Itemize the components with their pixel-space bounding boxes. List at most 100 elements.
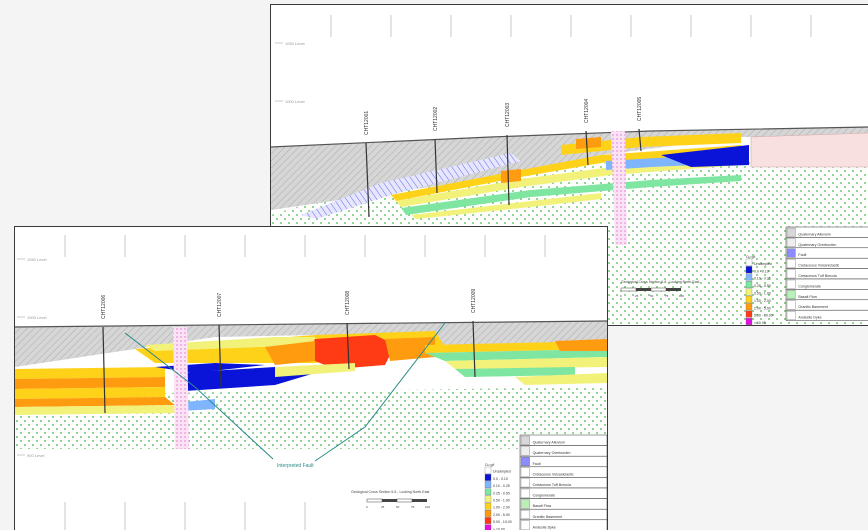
scale-tick: 25 bbox=[635, 294, 639, 298]
drillhole-label: CHT12003 bbox=[505, 103, 511, 127]
geology-legend-label: Basalt Flow bbox=[533, 504, 552, 508]
grade-legend-label: 5.00 - 10.00 bbox=[493, 520, 512, 524]
drillhole-label: CHT12005 bbox=[637, 97, 643, 121]
andesite-dyke bbox=[611, 131, 627, 245]
grade-blocks bbox=[391, 133, 749, 219]
grade-legend-label: 5.00 - 10.00 bbox=[754, 314, 773, 318]
scale-bar-title: Geological Cross Section 6-6 - Looking N… bbox=[621, 280, 699, 284]
geology-legend-swatch bbox=[520, 499, 530, 509]
grade-legend-swatch bbox=[484, 517, 492, 524]
scale-bar-title: Geological Cross Section 5-5 - Looking N… bbox=[351, 490, 429, 494]
grade-legend-swatch bbox=[484, 481, 492, 488]
geology-legend-label: Cretaceous Volcaniclastic bbox=[798, 264, 839, 268]
geology-legend-label: Cretaceous Tuff Breccia bbox=[798, 274, 836, 278]
geology-legend-swatch bbox=[786, 269, 796, 279]
geology-legend-label: Quaternary Alluvium bbox=[798, 232, 830, 236]
geology-legend-swatch bbox=[520, 457, 530, 466]
scale-tick: 75 bbox=[411, 505, 415, 509]
scale-bar: Geological Cross Section 5-5 - Looking N… bbox=[351, 490, 430, 509]
scale-tick: 50 bbox=[396, 505, 400, 509]
andesite-dyke bbox=[173, 327, 189, 449]
topographic-surface bbox=[15, 320, 607, 328]
grade-legend-label: 0.10 - 0.25 bbox=[754, 277, 771, 281]
granitic-block bbox=[750, 132, 868, 168]
grade-legend-label: 0.0 - 0.10 bbox=[754, 269, 769, 273]
geology-legend-swatch bbox=[786, 227, 796, 237]
drillhole-label: CHT12002 bbox=[433, 107, 439, 131]
drillhole-label: CHT12001 bbox=[364, 111, 370, 135]
grade-legend-swatch bbox=[484, 510, 492, 517]
geology-legend-swatch bbox=[786, 279, 796, 289]
overburden-unit bbox=[15, 321, 607, 367]
grade-legend-swatch bbox=[745, 295, 753, 303]
geology-legend-label: Andesite Dyke bbox=[533, 525, 556, 529]
grade-legend-label: 0.0 - 0.10 bbox=[493, 477, 508, 481]
drillhole-label: CHT12008 bbox=[345, 291, 351, 315]
topographic-surface bbox=[271, 126, 868, 148]
grade-legend-label: 0.50 - 1.00 bbox=[493, 499, 510, 503]
grade-legend-swatch bbox=[484, 466, 492, 474]
scale-tick: 75 bbox=[665, 294, 669, 298]
geology-legend-swatch bbox=[786, 290, 796, 299]
geology-legend-label: Quaternary Overburden bbox=[533, 451, 571, 455]
geology-legend-swatch bbox=[786, 311, 796, 320]
elevation-label: 1000 Level bbox=[27, 315, 47, 320]
geology-legend-label: Granitic Basement bbox=[798, 305, 828, 309]
grade-legend-swatch bbox=[745, 273, 753, 281]
grade-legend-label: 1.00 - 2.00 bbox=[754, 299, 771, 303]
geology-legend-label: Cretaceous Tuff Breccia bbox=[533, 483, 571, 487]
section-grid bbox=[17, 235, 546, 530]
drillhole-label: CHT12006 bbox=[101, 295, 107, 319]
grade-legend-swatch bbox=[484, 524, 492, 530]
geology-legend: Quaternary Alluvium Quaternary Overburden… bbox=[785, 226, 868, 321]
grade-legend-swatch bbox=[484, 502, 492, 510]
geology-legend-swatch bbox=[520, 478, 530, 488]
cross-section-5-panel: 1050 Level 1000 Level 950 Level 900 Leve… bbox=[14, 226, 608, 530]
grade-legend-label: 0.25 - 0.50 bbox=[754, 284, 771, 288]
grade-legend-label: Unsampled bbox=[754, 262, 772, 266]
grade-legend-label: > 10.00 bbox=[754, 321, 766, 325]
geology-legend-row bbox=[785, 309, 868, 321]
grade-legend-label: 0.10 - 0.25 bbox=[493, 484, 510, 488]
grade-legend-label: 2.00 - 5.00 bbox=[754, 306, 771, 310]
grade-legend-swatch bbox=[484, 495, 492, 503]
geology-legend-swatch bbox=[520, 520, 530, 530]
scale-tick: 100 bbox=[679, 294, 684, 298]
grade-legend-label: Unsampled bbox=[493, 470, 511, 474]
scale-tick: 25 bbox=[381, 505, 385, 509]
grade-legend-label: 1.00 - 2.00 bbox=[493, 506, 510, 510]
grade-legend-label: 0.50 - 1.00 bbox=[754, 292, 771, 296]
grade-legend: Cu g/t Unsampled 0.0 - 0.10 0.10 - 0.25 0.25… bbox=[745, 255, 773, 325]
grade-legend-title: Cu g/t bbox=[485, 463, 494, 467]
geology-legend-label: Fault bbox=[798, 253, 806, 257]
grade-legend-swatch bbox=[745, 258, 753, 266]
grade-legend-swatch bbox=[484, 474, 492, 481]
geology-legend-swatch bbox=[520, 510, 530, 519]
grade-legend-swatch bbox=[745, 318, 753, 325]
geology-legend-label: Fault bbox=[533, 462, 541, 466]
geology-legend-label: Basalt Flow bbox=[798, 295, 817, 299]
grade-legend-swatch bbox=[745, 310, 753, 318]
grade-legend-title: Cu g/t bbox=[746, 255, 755, 259]
geology-legend-label: Conglomerate bbox=[533, 494, 556, 498]
drillhole-label: CHT12009 bbox=[471, 289, 477, 313]
geology-legend-swatch bbox=[786, 300, 796, 310]
scale-bar: Geological Cross Section 6-6 - Looking N… bbox=[620, 280, 699, 298]
grade-legend-label: 2.00 - 5.00 bbox=[493, 513, 510, 517]
geology-legend-swatch bbox=[786, 238, 796, 247]
section-grid bbox=[275, 15, 812, 216]
drillholes bbox=[102, 320, 476, 414]
scale-tick: 50 bbox=[650, 294, 654, 298]
drillholes bbox=[365, 128, 642, 218]
grade-blocks bbox=[15, 331, 607, 415]
drillhole-label: CHT12007 bbox=[217, 293, 223, 317]
geology-legend-label: Andesite Dyke bbox=[798, 316, 821, 320]
geology-legend-swatch bbox=[786, 259, 796, 268]
interpreted-fault-lines bbox=[124, 322, 446, 462]
grade-legend-swatch bbox=[745, 288, 753, 296]
scale-tick: 100 bbox=[425, 505, 430, 509]
geology-legend-label: Quaternary Overburden bbox=[798, 243, 836, 247]
fault-zone bbox=[301, 153, 521, 219]
grade-legend-swatch bbox=[745, 303, 753, 311]
overburden-unit bbox=[271, 127, 868, 210]
